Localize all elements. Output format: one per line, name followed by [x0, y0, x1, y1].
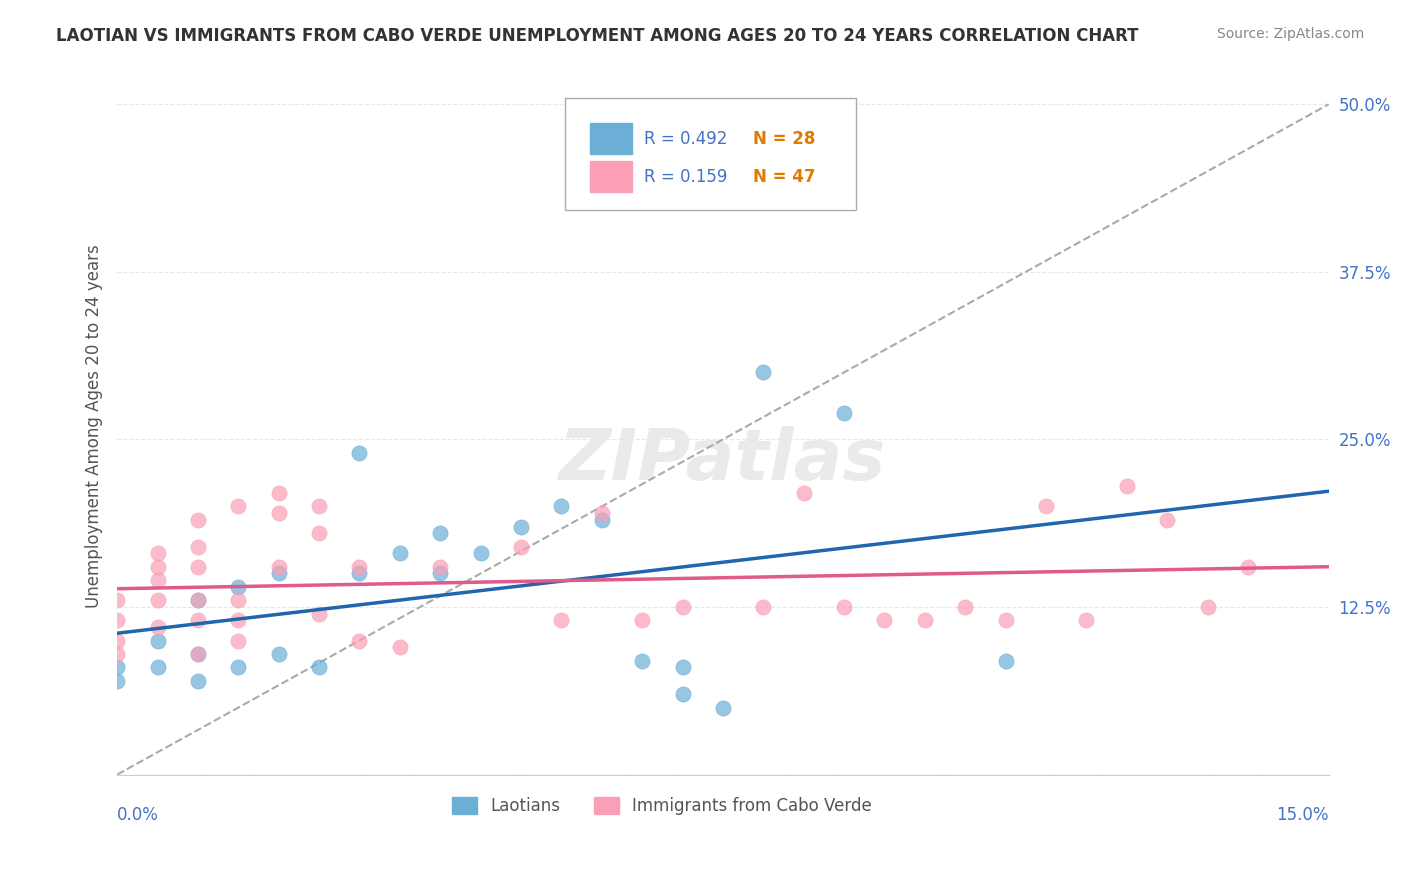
Point: [308, 607, 330, 621]
Point: [105, 660, 128, 674]
Point: [228, 500, 250, 514]
Text: LAOTIAN VS IMMIGRANTS FROM CABO VERDE UNEMPLOYMENT AMONG AGES 20 TO 24 YEARS COR: LAOTIAN VS IMMIGRANTS FROM CABO VERDE UN…: [56, 27, 1139, 45]
Bar: [589, 123, 633, 154]
Point: [267, 647, 290, 661]
Point: [994, 614, 1017, 628]
Point: [388, 640, 411, 655]
Point: [550, 614, 572, 628]
Point: [793, 486, 815, 500]
Point: [187, 593, 209, 607]
Point: [267, 566, 290, 581]
Point: [711, 700, 734, 714]
Point: [267, 506, 290, 520]
Text: R = 0.159: R = 0.159: [644, 168, 727, 186]
Point: [349, 446, 371, 460]
Point: [832, 599, 855, 614]
Point: [228, 580, 250, 594]
Point: [1115, 479, 1137, 493]
Point: [105, 593, 128, 607]
Point: [105, 633, 128, 648]
Text: R = 0.492: R = 0.492: [644, 130, 727, 148]
Point: [187, 540, 209, 554]
Point: [953, 599, 976, 614]
Y-axis label: Unemployment Among Ages 20 to 24 years: Unemployment Among Ages 20 to 24 years: [86, 244, 103, 607]
Text: Source: ZipAtlas.com: Source: ZipAtlas.com: [1216, 27, 1364, 41]
Point: [187, 559, 209, 574]
Point: [671, 687, 693, 701]
Point: [631, 654, 654, 668]
Point: [146, 633, 169, 648]
Point: [105, 673, 128, 688]
Point: [1156, 513, 1178, 527]
Point: [105, 647, 128, 661]
Point: [429, 559, 451, 574]
Bar: [589, 161, 633, 193]
Point: [187, 593, 209, 607]
Point: [752, 365, 775, 379]
Point: [671, 660, 693, 674]
Point: [631, 614, 654, 628]
Point: [146, 660, 169, 674]
Point: [510, 540, 533, 554]
Point: [267, 486, 290, 500]
Point: [1197, 599, 1219, 614]
Point: [550, 500, 572, 514]
Point: [671, 599, 693, 614]
Point: [308, 500, 330, 514]
Point: [994, 654, 1017, 668]
Point: [267, 559, 290, 574]
Text: N = 47: N = 47: [754, 168, 815, 186]
Point: [187, 647, 209, 661]
Point: [146, 559, 169, 574]
FancyBboxPatch shape: [565, 98, 856, 210]
Legend: Laotians, Immigrants from Cabo Verde: Laotians, Immigrants from Cabo Verde: [446, 790, 879, 822]
Text: 0.0%: 0.0%: [117, 806, 159, 824]
Point: [429, 526, 451, 541]
Point: [429, 566, 451, 581]
Point: [591, 506, 613, 520]
Point: [187, 513, 209, 527]
Point: [914, 614, 936, 628]
Point: [228, 593, 250, 607]
Point: [388, 546, 411, 560]
Point: [510, 519, 533, 533]
Point: [146, 593, 169, 607]
Point: [146, 546, 169, 560]
Point: [228, 614, 250, 628]
Point: [1035, 500, 1057, 514]
Point: [146, 573, 169, 587]
Point: [187, 614, 209, 628]
Point: [308, 526, 330, 541]
Point: [752, 599, 775, 614]
Point: [308, 660, 330, 674]
Point: [187, 647, 209, 661]
Text: N = 28: N = 28: [754, 130, 815, 148]
Point: [187, 673, 209, 688]
Point: [105, 614, 128, 628]
Point: [349, 633, 371, 648]
Point: [470, 546, 492, 560]
Point: [349, 566, 371, 581]
Point: [1076, 614, 1098, 628]
Point: [1237, 559, 1260, 574]
Point: [228, 660, 250, 674]
Point: [591, 513, 613, 527]
Text: ZIPatlas: ZIPatlas: [560, 426, 887, 495]
Point: [228, 633, 250, 648]
Text: 15.0%: 15.0%: [1277, 806, 1329, 824]
Point: [146, 620, 169, 634]
Point: [873, 614, 896, 628]
Point: [832, 406, 855, 420]
Point: [349, 559, 371, 574]
